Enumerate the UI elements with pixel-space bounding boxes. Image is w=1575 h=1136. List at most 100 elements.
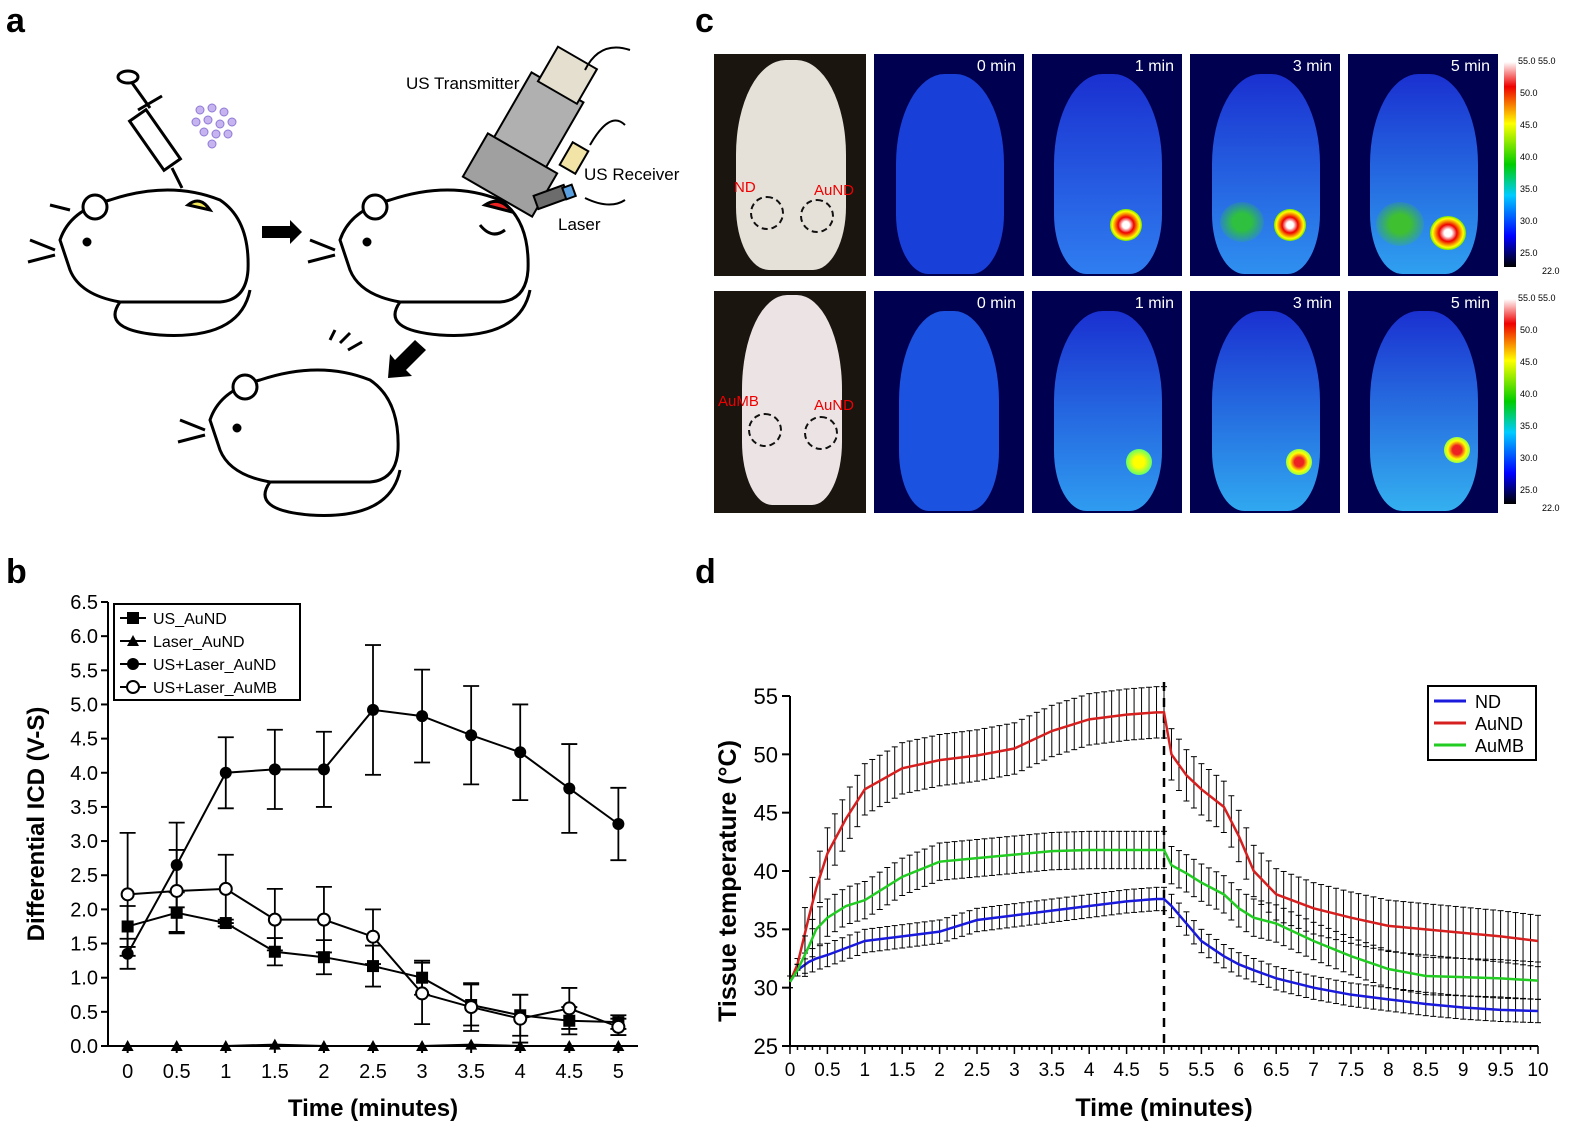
- x-tick-label: 2.5: [359, 1061, 387, 1083]
- data-point: [562, 1001, 577, 1016]
- data-point: [563, 1040, 576, 1051]
- data-point: [366, 929, 380, 944]
- scale-label: 22.0: [1542, 266, 1560, 276]
- schematic-illustration: [27, 45, 631, 517]
- legend-label: AuMB: [1475, 736, 1524, 756]
- data-point: [611, 1019, 626, 1034]
- data-point: [268, 763, 281, 776]
- x-tick-label: 0.5: [163, 1061, 191, 1083]
- scale-label: 45.0: [1520, 120, 1538, 130]
- data-point: [121, 1040, 134, 1051]
- y-tick-label: 2.5: [70, 865, 98, 887]
- time-label: 3 min: [1292, 58, 1332, 75]
- y-tick-label: 1.0: [70, 968, 98, 990]
- legend-label: ND: [1475, 692, 1501, 712]
- ultrasound-transducer-icon: [461, 45, 631, 219]
- photo-label-aumb: AuMB: [718, 393, 759, 410]
- y-tick-label: 3.5: [70, 797, 98, 819]
- y-tick-label: 6.0: [70, 626, 98, 648]
- data-point: [170, 1040, 183, 1051]
- series-line: [788, 897, 1539, 1013]
- data-point: [514, 746, 527, 759]
- mouse-icon: [27, 188, 252, 337]
- scale-label: 30.0: [1520, 453, 1538, 463]
- time-label: 0 min: [976, 58, 1016, 75]
- legend-label: US+Laser_AuND: [153, 657, 276, 674]
- x-tick-label: 2.5: [964, 1060, 990, 1081]
- y-tick-label: 5.5: [70, 660, 98, 682]
- x-tick-label: 5.5: [1188, 1060, 1214, 1081]
- legend-marker: [127, 635, 139, 646]
- x-tick-label: 8.5: [1413, 1060, 1439, 1081]
- x-tick-label: 7.5: [1338, 1060, 1364, 1081]
- label-us-transmitter: US Transmitter: [406, 74, 520, 93]
- data-point: [465, 1038, 478, 1050]
- x-tick-label: 1: [860, 1060, 871, 1081]
- y-tick-label: 45: [754, 801, 778, 826]
- arrow-down-left-icon: [388, 340, 426, 378]
- photo-label-aund: AuND: [814, 397, 855, 414]
- x-tick-label: 3: [1009, 1060, 1020, 1081]
- data-point: [563, 782, 576, 795]
- data-point: [367, 960, 379, 973]
- x-tick-label: 9: [1458, 1060, 1469, 1081]
- scale-label: 35.0: [1520, 184, 1538, 194]
- data-point: [268, 945, 281, 958]
- data-point: [169, 883, 184, 898]
- data-point: [317, 763, 330, 776]
- thermal-image: 0 min: [874, 291, 1024, 513]
- series-US+Laser_AuND: [119, 644, 627, 970]
- x-tick-label: 3: [417, 1061, 428, 1083]
- legend: US_AuND Laser_AuND US+Laser_AuND US+Laser_A…: [113, 603, 301, 701]
- data-point: [514, 1040, 527, 1051]
- time-label: 3 min: [1292, 295, 1332, 312]
- x-tick-label: 2: [934, 1060, 945, 1081]
- y-tick-label: 0.0: [70, 1036, 98, 1058]
- y-tick-label: 0.5: [70, 1002, 98, 1024]
- x-tick-label: 4.5: [1113, 1060, 1139, 1081]
- scale-label: 25.0: [1520, 248, 1538, 258]
- color-scale: 55.0 55.0 50.0 45.0 40.0 35.0 30.0 25.0 …: [1504, 54, 1566, 276]
- series-line: [788, 711, 1539, 983]
- legend-label: US+Laser_AuMB: [153, 680, 277, 697]
- syringe-icon: [116, 69, 184, 189]
- scale-label: 55.0 55.0: [1518, 56, 1556, 66]
- scale-label: 30.0: [1520, 216, 1538, 226]
- x-axis-title: Time (minutes): [288, 1095, 458, 1122]
- panel-letter-c: c: [695, 2, 714, 40]
- x-tick-label: 0.5: [814, 1060, 840, 1081]
- chart-d: 25 30 35 40 45 50 55 0 0.5 1 1.5 2 2.5 3 3.5 4 4.5 5 5.5 6 6…: [714, 682, 1549, 1122]
- thermal-image: 5 min: [1348, 54, 1498, 276]
- data-point: [416, 1040, 429, 1051]
- photo-label-aund: AuND: [814, 182, 855, 199]
- y-tick-label: 50: [754, 742, 778, 767]
- series-AuND: [787, 686, 1541, 989]
- panel-letter-b: b: [6, 553, 27, 591]
- scale-label: 40.0: [1520, 389, 1538, 399]
- data-point: [367, 1040, 379, 1051]
- data-point: [219, 1040, 232, 1051]
- data-point: [513, 1011, 528, 1026]
- x-tick-label: 0: [122, 1061, 133, 1083]
- data-point: [317, 951, 330, 964]
- panel-letter-d: d: [695, 553, 716, 591]
- thermal-image: 3 min: [1190, 54, 1340, 276]
- y-tick-label: 30: [754, 976, 778, 1001]
- thermal-image: 5 min: [1348, 291, 1498, 513]
- scale-label: 45.0: [1520, 357, 1538, 367]
- x-tick-label: 6: [1234, 1060, 1245, 1081]
- x-tick-label: 10: [1527, 1060, 1548, 1081]
- x-tick-label: 1.5: [261, 1061, 289, 1083]
- time-label: 5 min: [1450, 295, 1490, 312]
- x-tick-label: 7: [1308, 1060, 1319, 1081]
- y-tick-label: 40: [754, 859, 778, 884]
- scale-label: 50.0: [1520, 88, 1538, 98]
- data-point: [612, 1040, 625, 1051]
- scale-label: 35.0: [1520, 421, 1538, 431]
- legend-label: AuND: [1475, 714, 1523, 734]
- y-tick-label: 6.5: [70, 592, 98, 614]
- mouse-photo: ND AuND: [714, 54, 866, 276]
- x-tick-label: 6.5: [1263, 1060, 1289, 1081]
- x-tick-label: 8: [1383, 1060, 1394, 1081]
